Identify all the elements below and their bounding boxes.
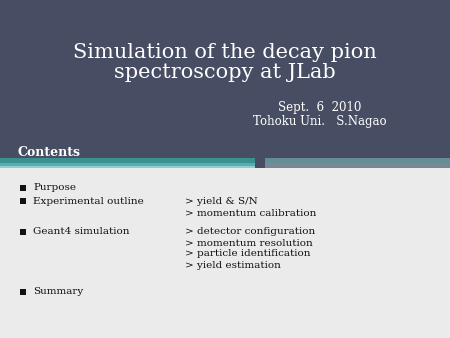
Bar — [0, 0, 450, 168]
Text: spectroscopy at JLab: spectroscopy at JLab — [114, 63, 336, 81]
Bar — [20, 185, 26, 191]
Bar — [0, 166, 255, 168]
Text: Purpose: Purpose — [33, 184, 76, 193]
Text: > momentum calibration: > momentum calibration — [185, 209, 316, 217]
Text: > momentum resolution: > momentum resolution — [185, 239, 313, 247]
Bar — [0, 163, 255, 166]
Bar — [265, 166, 450, 168]
Text: Summary: Summary — [33, 288, 83, 296]
Bar — [0, 168, 450, 338]
Bar — [265, 158, 450, 163]
Text: Geant4 simulation: Geant4 simulation — [33, 227, 130, 237]
Text: Sept.  6  2010: Sept. 6 2010 — [278, 101, 362, 115]
Bar — [265, 163, 450, 166]
Bar — [20, 289, 26, 295]
Text: > particle identification: > particle identification — [185, 249, 310, 259]
Bar — [20, 198, 26, 204]
Bar — [20, 229, 26, 235]
Bar — [0, 158, 255, 163]
Text: Tohoku Uni.   S.Nagao: Tohoku Uni. S.Nagao — [253, 115, 387, 127]
Text: Experimental outline: Experimental outline — [33, 196, 144, 206]
Text: > detector configuration: > detector configuration — [185, 227, 315, 237]
Text: Contents: Contents — [18, 145, 81, 159]
Text: Simulation of the decay pion: Simulation of the decay pion — [73, 43, 377, 62]
Text: > yield & S/N: > yield & S/N — [185, 196, 258, 206]
Text: > yield estimation: > yield estimation — [185, 261, 281, 269]
